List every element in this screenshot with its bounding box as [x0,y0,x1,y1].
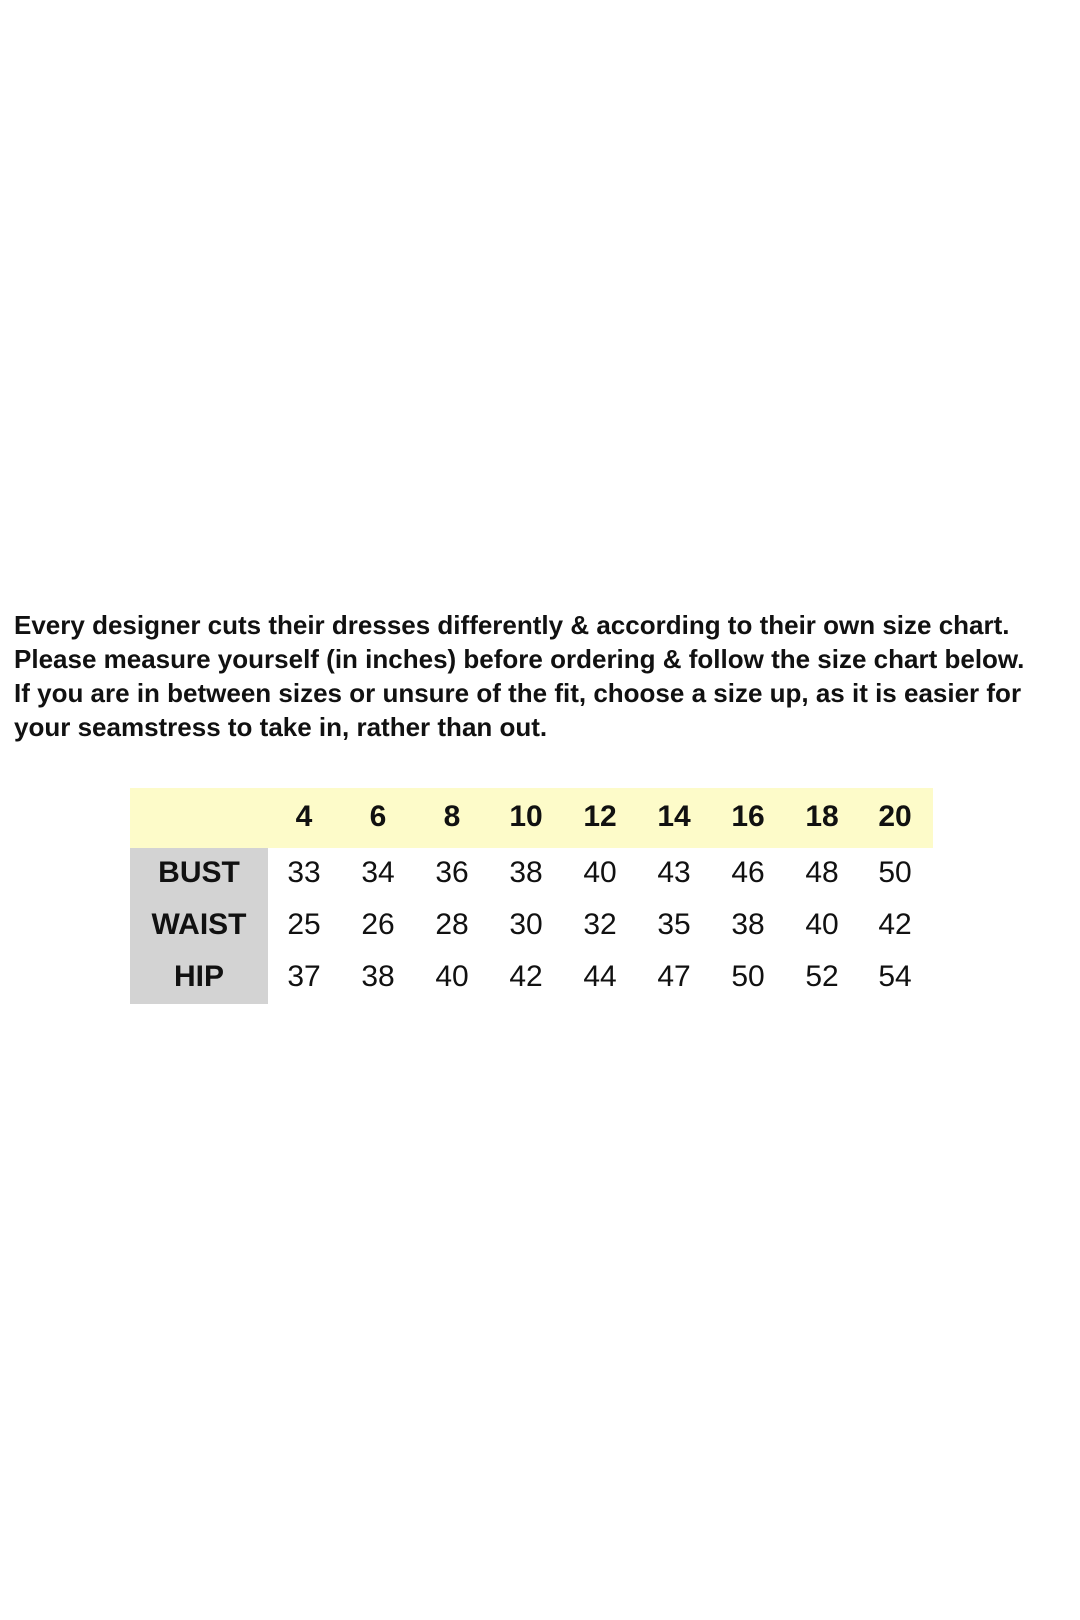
measurement-cell: 43 [657,856,691,889]
row-label: WAIST [151,908,247,941]
size-header-14: 14 [657,800,691,833]
size-header-16: 16 [731,800,765,833]
measurement-cell: 38 [361,960,395,993]
measurement-cell: 30 [509,908,543,941]
size-header-10: 10 [509,800,543,833]
intro-paragraph-size-up: If you are in between sizes or unsure of… [14,678,1022,742]
measurement-cell: 42 [878,908,912,941]
size-guide-intro: Every designer cuts their dresses differ… [14,608,1074,744]
measurement-cell: 54 [878,960,912,993]
intro-paragraph-measure: Every designer cuts their dresses differ… [14,610,1025,674]
measurement-cell: 32 [583,908,617,941]
measurement-row-hip: HIP 37 38 40 42 44 47 50 52 54 [130,952,933,1004]
measurement-rows: BUST 33 34 36 38 40 43 46 48 50 WAIST 25 26 28 30 32 35 3… [130,848,933,1004]
measurement-cell: 38 [509,856,543,889]
measurement-cell: 40 [805,908,839,941]
size-chart-table: 4 6 8 10 12 14 16 18 20 BUST 33 34 36 38 40 43 46 48 50 WA… [130,788,933,1004]
row-label: HIP [173,960,224,993]
measurement-cell: 44 [583,960,617,993]
size-header-4: 4 [295,800,313,833]
measurement-cell: 38 [731,908,765,941]
measurement-cell: 48 [805,856,839,889]
measurement-cell: 37 [287,960,321,993]
size-header-12: 12 [583,800,617,833]
measurement-cell: 40 [583,856,617,889]
measurement-cell: 47 [657,960,691,993]
size-header-row: 4 6 8 10 12 14 16 18 20 [130,788,933,848]
size-header-8: 8 [443,800,461,833]
label-column [130,848,268,1004]
measurement-cell: 50 [878,856,912,889]
measurement-cell: 28 [435,908,469,941]
measurement-row-bust: BUST 33 34 36 38 40 43 46 48 50 [130,848,933,900]
measurement-cell: 42 [509,960,543,993]
size-header-18: 18 [805,800,839,833]
measurement-cell: 25 [287,908,321,941]
measurement-cell: 34 [361,856,395,889]
measurement-cell: 46 [731,856,765,889]
measurement-row-waist: WAIST 25 26 28 30 32 35 38 40 42 [130,900,933,952]
measurement-cell: 50 [731,960,765,993]
row-label: BUST [158,856,240,889]
measurement-cell: 35 [657,908,691,941]
measurement-cell: 52 [805,960,839,993]
measurement-cell: 40 [435,960,469,993]
measurement-cell: 33 [287,856,321,889]
measurement-cell: 26 [361,908,395,941]
measurement-cell: 36 [435,856,469,889]
size-header-6: 6 [369,800,387,833]
size-header-20: 20 [878,800,912,833]
